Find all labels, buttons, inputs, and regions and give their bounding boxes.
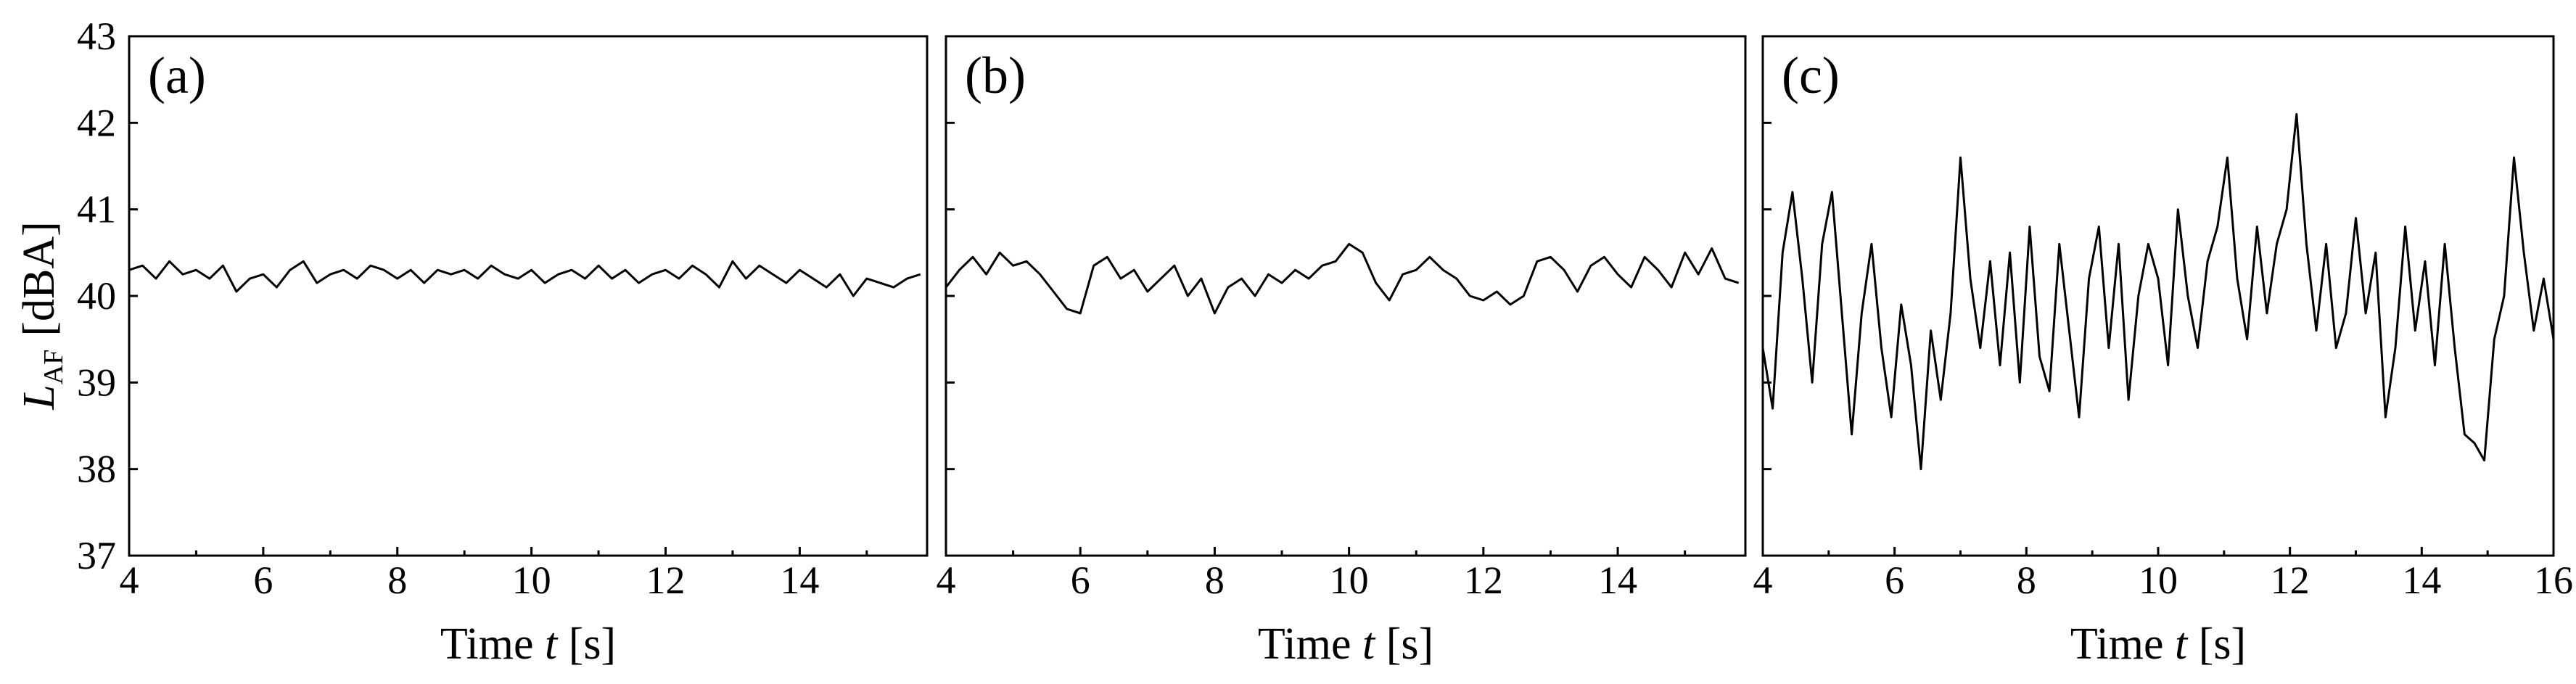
- x-tick-label: 8: [387, 559, 407, 602]
- x-axis-text: Time: [2070, 619, 2175, 669]
- x-tick-label: 14: [2402, 559, 2441, 602]
- panel-label: (a): [148, 46, 206, 104]
- panel-label: (b): [965, 46, 1026, 104]
- x-axis-unit: [s]: [557, 619, 616, 669]
- chart-panels: 4 6 8 10 12 14 37 38 39 40 41 42 43 (a) Time t [s] 4 6 8 1…: [77, 15, 2573, 669]
- chart-panel-2: 4 6 8 10 12 14 (b) Time t [s]: [937, 35, 1747, 669]
- x-tick-label: 16: [2534, 559, 2573, 602]
- plot-frame: [1761, 35, 2555, 557]
- x-tick-label: 12: [2271, 559, 2310, 602]
- series-line: [128, 260, 921, 297]
- y-axis-unit: [dBA]: [15, 221, 64, 336]
- y-tick-label: 42: [77, 101, 116, 144]
- x-tick-label: 4: [937, 559, 956, 602]
- x-tick-label: 6: [1885, 559, 1904, 602]
- x-tick-label: 4: [120, 559, 139, 602]
- x-axis-title: Time t [s]: [1258, 619, 1433, 669]
- y-tick-label: 41: [77, 188, 116, 231]
- x-axis-symbol: t: [2175, 619, 2189, 669]
- x-axis-symbol: t: [1362, 619, 1376, 669]
- x-tick-label: 12: [646, 559, 685, 602]
- plot-frame: [128, 35, 929, 557]
- x-tick-label: 8: [1205, 559, 1225, 602]
- x-tick-label: 10: [2139, 559, 2178, 602]
- y-tick-label: 38: [77, 448, 116, 491]
- x-tick-label: 14: [1598, 559, 1637, 602]
- y-axis-symbol: L: [15, 384, 64, 410]
- x-tick-label: 10: [1330, 559, 1369, 602]
- series-line: [945, 242, 1740, 315]
- x-axis-unit: [s]: [1375, 619, 1433, 669]
- x-axis-text: Time: [440, 619, 545, 669]
- chart-panel-3: 4 6 8 10 12 14 16 (c) Time t [s]: [1753, 35, 2573, 669]
- plot-frame: [945, 35, 1747, 557]
- x-tick-label: 8: [2017, 559, 2036, 602]
- y-tick-label: 40: [77, 274, 116, 318]
- x-tick-label: 4: [1753, 559, 1773, 602]
- chart-panel-1: 4 6 8 10 12 14 37 38 39 40 41 42 43 (a) Time t [s]: [77, 15, 929, 669]
- y-axis-subscript: AF: [38, 350, 69, 385]
- x-axis-title: Time t [s]: [440, 619, 616, 669]
- panel-label: (c): [1782, 46, 1840, 104]
- x-tick-label: 6: [253, 559, 273, 602]
- y-tick-label: 37: [77, 534, 116, 577]
- x-tick-label: 14: [780, 559, 819, 602]
- x-axis-title: Time t [s]: [2070, 619, 2246, 669]
- x-tick-label: 6: [1071, 559, 1090, 602]
- series-line: [1761, 112, 2555, 471]
- x-tick-label: 12: [1464, 559, 1503, 602]
- y-tick-label: 43: [77, 15, 116, 58]
- y-tick-label: 39: [77, 360, 116, 404]
- y-axis-title: LAF [dBA]: [15, 221, 69, 410]
- x-tick-label: 10: [512, 559, 551, 602]
- x-axis-text: Time: [1258, 619, 1362, 669]
- x-axis-unit: [s]: [2187, 619, 2246, 669]
- x-axis-symbol: t: [545, 619, 559, 669]
